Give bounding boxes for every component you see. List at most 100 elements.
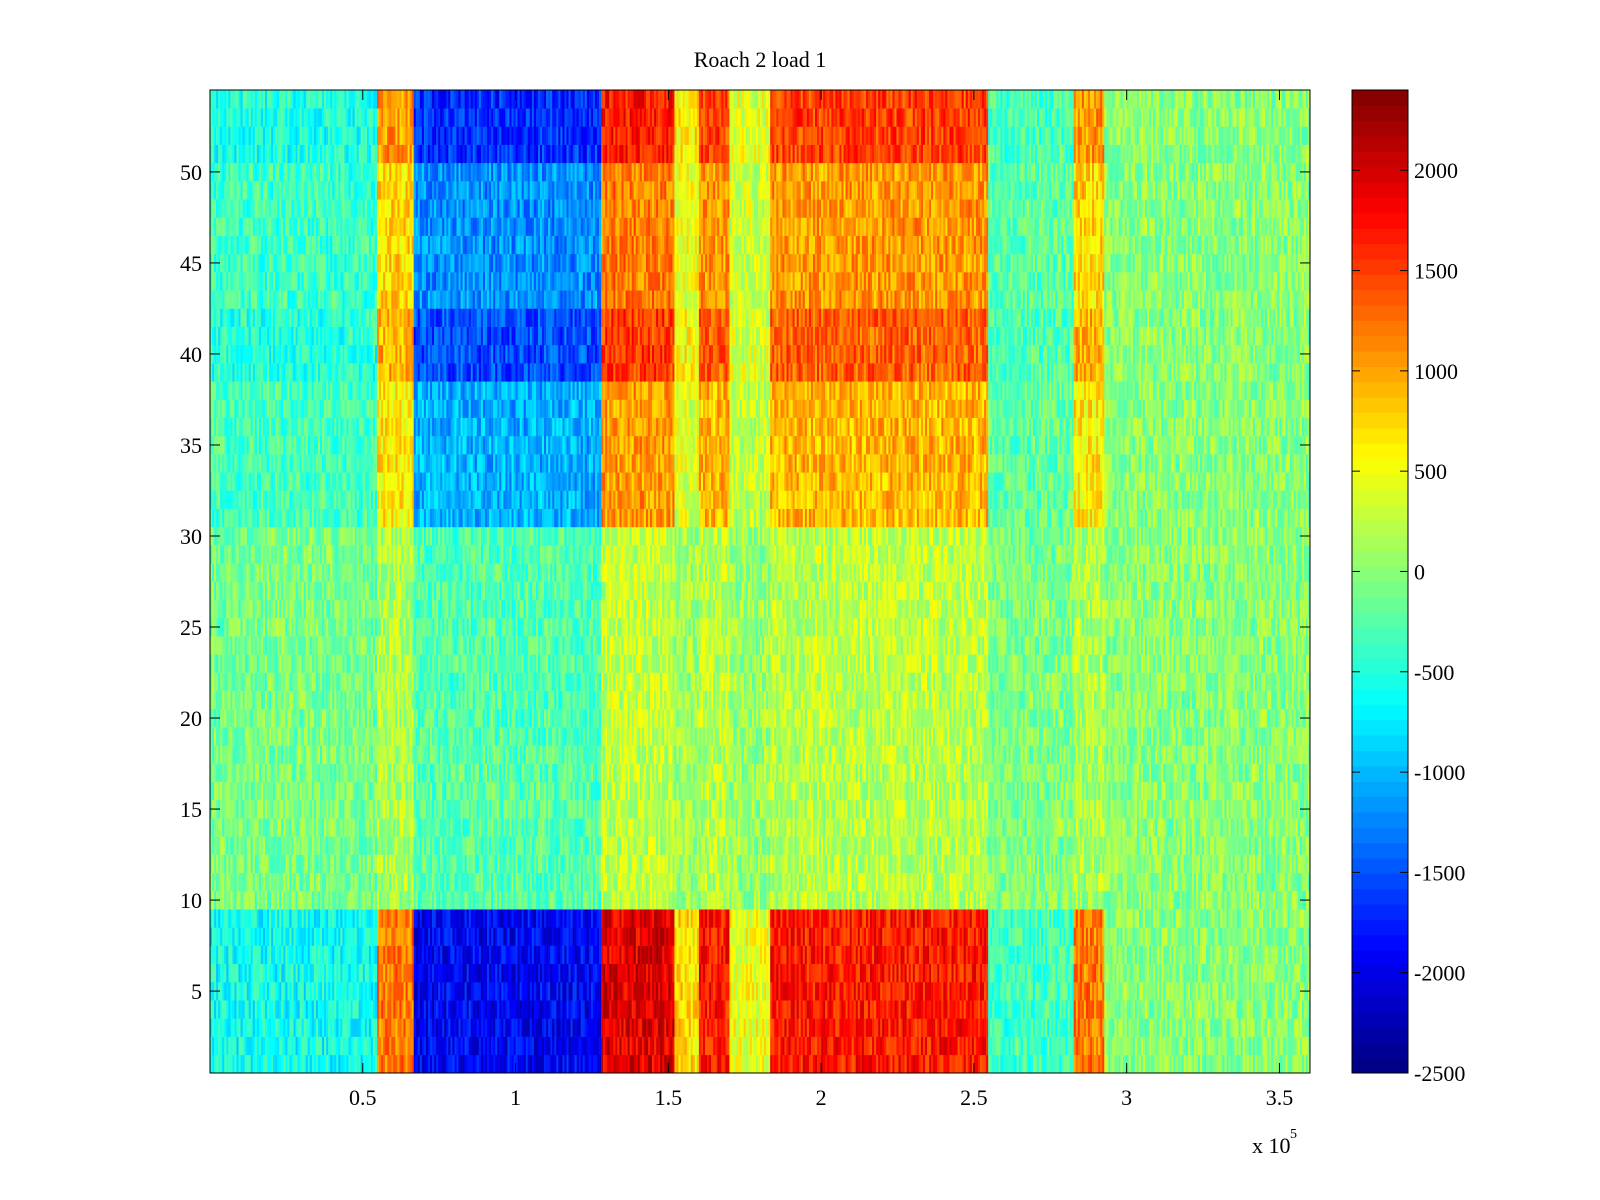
heatmap-cell bbox=[776, 1055, 778, 1074]
heatmap-cell bbox=[385, 1055, 387, 1074]
heatmap-cell bbox=[723, 1018, 725, 1037]
heatmap-cell bbox=[880, 1018, 882, 1037]
heatmap-cell bbox=[715, 1037, 717, 1056]
heatmap-cell bbox=[789, 1055, 791, 1074]
heatmap-cell bbox=[373, 1037, 375, 1056]
heatmap-cell bbox=[247, 1055, 249, 1074]
heatmap-cell bbox=[263, 1037, 265, 1056]
heatmap-cell bbox=[978, 1037, 980, 1056]
heatmap-cell bbox=[463, 1055, 465, 1074]
heatmap-cell bbox=[960, 1018, 962, 1037]
heatmap-cell bbox=[837, 1018, 839, 1037]
heatmap-cell bbox=[872, 1055, 874, 1074]
heatmap-cell bbox=[1184, 1037, 1186, 1056]
heatmap-cell bbox=[797, 1055, 799, 1074]
heatmap-cell bbox=[493, 1037, 495, 1056]
heatmap-cell bbox=[744, 1018, 746, 1037]
heatmap-cell bbox=[1019, 1055, 1021, 1074]
heatmap-cell bbox=[683, 1037, 685, 1056]
heatmap-cell bbox=[815, 1037, 817, 1056]
heatmap-cell bbox=[395, 1037, 397, 1056]
heatmap-cell bbox=[558, 1037, 560, 1056]
heatmap-cell bbox=[609, 1055, 611, 1074]
heatmap-cell bbox=[499, 1018, 501, 1037]
heatmap-cell bbox=[844, 1018, 846, 1037]
heatmap-cell bbox=[251, 1018, 253, 1037]
heatmap-cell bbox=[269, 1037, 271, 1056]
heatmap-cell bbox=[884, 1018, 886, 1037]
heatmap-cell bbox=[1078, 1037, 1080, 1056]
heatmap-cell bbox=[1074, 1018, 1076, 1037]
heatmap-cell bbox=[440, 1055, 442, 1074]
heatmap-cell bbox=[416, 1018, 418, 1037]
heatmap-cell bbox=[495, 1055, 497, 1074]
heatmap-cell bbox=[1015, 1018, 1017, 1037]
heatmap-cell bbox=[1281, 1055, 1283, 1074]
heatmap-cell bbox=[1233, 1037, 1235, 1056]
heatmap-cell bbox=[1226, 1037, 1228, 1056]
heatmap-cell bbox=[243, 1037, 245, 1056]
heatmap-cell bbox=[894, 1055, 896, 1074]
heatmap-cell bbox=[784, 1037, 786, 1056]
heatmap-cell bbox=[925, 1055, 927, 1074]
heatmap-cell bbox=[966, 1055, 968, 1074]
heatmap-cell bbox=[220, 1018, 222, 1037]
heatmap-cell bbox=[1100, 1055, 1102, 1074]
heatmap-cell bbox=[479, 1018, 481, 1037]
heatmap-cell bbox=[764, 1018, 766, 1037]
heatmap-cell bbox=[854, 1055, 856, 1074]
heatmap-cell bbox=[552, 1018, 554, 1037]
heatmap-cell bbox=[243, 1018, 245, 1037]
heatmap-cell bbox=[791, 1018, 793, 1037]
heatmap-cell bbox=[1239, 1037, 1241, 1056]
heatmap-cell bbox=[391, 1018, 393, 1037]
heatmap-cell bbox=[1094, 1037, 1096, 1056]
heatmap-cell bbox=[461, 1018, 463, 1037]
heatmap-cell bbox=[271, 1037, 273, 1056]
heatmap-cell bbox=[927, 1055, 929, 1074]
heatmap-cell bbox=[770, 1055, 772, 1074]
heatmap-cell bbox=[497, 1018, 499, 1037]
heatmap-cell bbox=[351, 1037, 353, 1056]
heatmap-cell bbox=[583, 1018, 585, 1037]
heatmap-cell bbox=[1298, 1055, 1300, 1074]
heatmap-cell bbox=[1121, 1055, 1123, 1074]
heatmap-cell bbox=[1137, 1037, 1139, 1056]
heatmap-cell bbox=[1090, 1037, 1092, 1056]
heatmap-cell bbox=[1035, 1055, 1037, 1074]
heatmap-cell bbox=[617, 1018, 619, 1037]
heatmap-cell bbox=[968, 1018, 970, 1037]
heatmap-cell bbox=[935, 1055, 937, 1074]
heatmap-cell bbox=[972, 1037, 974, 1056]
heatmap-cell bbox=[330, 1055, 332, 1074]
heatmap-cell bbox=[929, 1055, 931, 1074]
heatmap-cell bbox=[552, 1037, 554, 1056]
heatmap-cell bbox=[340, 1018, 342, 1037]
heatmap-cell bbox=[239, 1037, 241, 1056]
heatmap-cell bbox=[970, 1018, 972, 1037]
heatmap-cell bbox=[768, 1055, 770, 1074]
heatmap-cell bbox=[962, 1037, 964, 1056]
heatmap-cell bbox=[418, 1055, 420, 1074]
heatmap-cell bbox=[795, 1055, 797, 1074]
heatmap-cell bbox=[1267, 1037, 1269, 1056]
heatmap-cell bbox=[876, 1037, 878, 1056]
heatmap-cell bbox=[495, 1018, 497, 1037]
heatmap-cell bbox=[1100, 1037, 1102, 1056]
heatmap-cell bbox=[375, 1018, 377, 1037]
heatmap-cell bbox=[338, 1055, 340, 1074]
heatmap-cell bbox=[1192, 1037, 1194, 1056]
heatmap-cell bbox=[391, 1055, 393, 1074]
heatmap-cell bbox=[896, 1055, 898, 1074]
heatmap-cell bbox=[243, 1055, 245, 1074]
heatmap-cell bbox=[387, 1055, 389, 1074]
heatmap-cell bbox=[346, 1018, 348, 1037]
heatmap-cell bbox=[369, 1037, 371, 1056]
heatmap-cell bbox=[860, 1037, 862, 1056]
heatmap-cell bbox=[848, 1037, 850, 1056]
heatmap-cell bbox=[1023, 1055, 1025, 1074]
heatmap-cell bbox=[344, 1037, 346, 1056]
heatmap-cell bbox=[1098, 1037, 1100, 1056]
heatmap-cell bbox=[1169, 1055, 1171, 1074]
heatmap-cell bbox=[440, 1018, 442, 1037]
